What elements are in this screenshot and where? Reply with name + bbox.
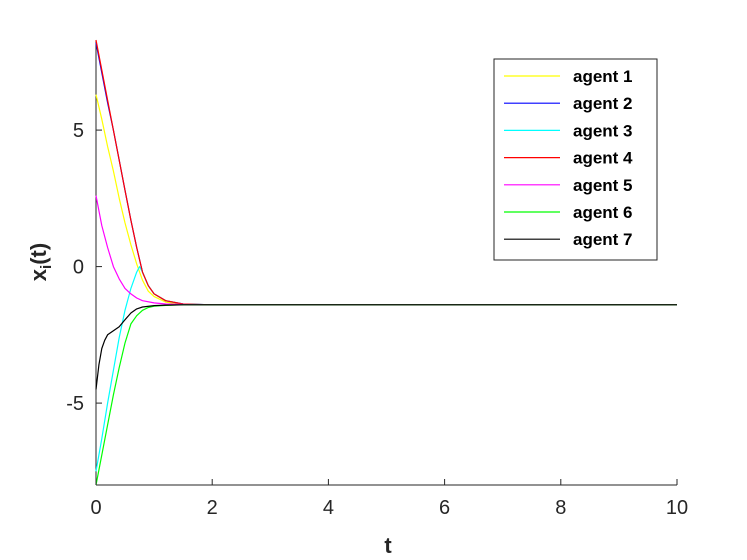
y-axis-label-sub: i [38, 265, 55, 269]
y-tick-label: 0 [73, 257, 84, 279]
legend-label: agent 2 [573, 94, 633, 113]
legend-label: agent 6 [573, 203, 633, 222]
x-axis-label: t [384, 533, 392, 558]
series-line-agent-7 [95, 304, 677, 390]
x-tick-label: 8 [555, 497, 566, 519]
legend-box [493, 58, 658, 261]
x-tick-label: 0 [90, 497, 101, 519]
y-axis-label-main: x [26, 268, 51, 281]
x-tick-label: 2 [207, 497, 218, 519]
y-axis-label: xi(t) [26, 243, 55, 281]
x-tick-label: 10 [666, 497, 688, 519]
x-tick-label: 6 [439, 497, 450, 519]
ticks-layer: 0 2 4 6 8 10 -5 0 5 [66, 120, 688, 519]
y-tick-label: -5 [66, 393, 84, 415]
legend-label: agent 3 [573, 121, 633, 140]
legend-label: agent 1 [573, 67, 633, 86]
axes-frame [95, 40, 677, 486]
x-tick-label: 4 [323, 497, 334, 519]
series-line-agent-6 [95, 304, 677, 486]
series-line-agent-3 [95, 266, 677, 472]
series-layer [95, 39, 677, 486]
y-tick-label: 5 [73, 120, 84, 142]
legend: agent 1 agent 2 agent 3 agent 4 agent 5 agent… [493, 58, 658, 261]
legend-label: agent 7 [573, 230, 633, 249]
legend-label: agent 5 [573, 176, 633, 195]
y-axis-label-tail: (t) [26, 243, 51, 265]
legend-label: agent 4 [573, 149, 633, 168]
